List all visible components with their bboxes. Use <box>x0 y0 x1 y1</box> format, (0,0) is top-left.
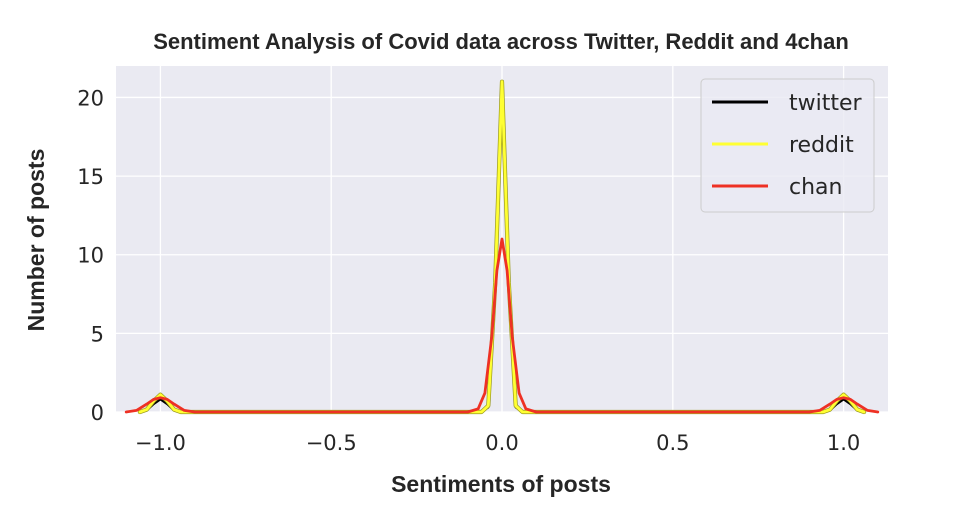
y-tick-label: 15 <box>77 165 104 189</box>
legend-label-reddit: reddit <box>789 133 854 158</box>
series-line-chan <box>124 237 880 414</box>
legend-label-chan: chan <box>789 175 842 200</box>
legend-label-twitter: twitter <box>789 91 863 116</box>
x-tick-label: −1.0 <box>135 431 186 455</box>
legend-box <box>700 78 875 213</box>
tick-labels: −1.0 −0.5 0.0 0.5 1.0 0 5 10 15 20 <box>77 86 860 455</box>
y-tick-label: 20 <box>77 86 104 110</box>
x-tick-label: 0.0 <box>485 431 518 455</box>
x-tick-label: 1.0 <box>827 431 860 455</box>
series-line-reddit <box>138 80 866 414</box>
y-tick-label: 10 <box>77 244 104 268</box>
y-tick-label: 5 <box>91 322 104 346</box>
x-tick-label: 0.5 <box>656 431 689 455</box>
series-layer <box>124 79 880 415</box>
legend: twitter reddit chan <box>700 78 875 213</box>
x-axis-label: Sentiments of posts <box>391 471 611 497</box>
chart-title: Sentiment Analysis of Covid data across … <box>153 29 849 54</box>
x-tick-label: −0.5 <box>306 431 357 455</box>
y-tick-label: 0 <box>91 401 104 425</box>
y-axis-label: Number of posts <box>23 149 49 332</box>
